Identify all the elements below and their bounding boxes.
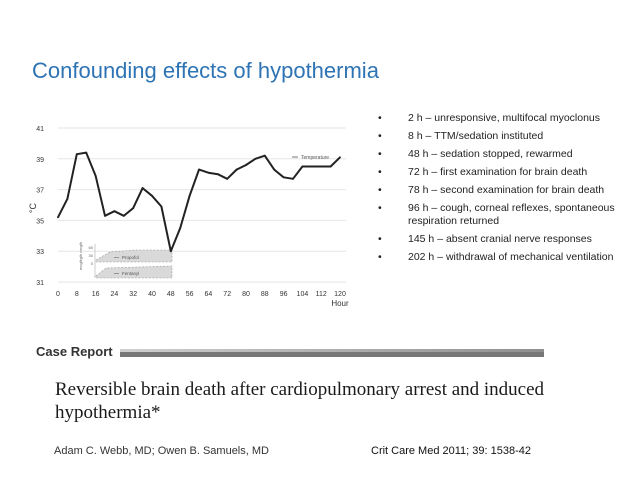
temperature-point [75, 153, 78, 156]
y-tick-label: 35 [36, 218, 44, 225]
y-tick-label: 33 [36, 249, 44, 256]
inset-series-label: Fentanyl [122, 271, 139, 276]
x-tick-label: 0 [56, 291, 60, 298]
bullet-icon: • [378, 166, 382, 178]
header-rule-shade [120, 349, 544, 352]
temperature-point [254, 157, 257, 160]
y-tick-label: 31 [36, 280, 44, 287]
temperature-point [207, 171, 210, 174]
temperature-point [320, 165, 323, 168]
temperature-point [160, 205, 163, 208]
x-axis-label: Hour [331, 299, 349, 308]
timeline-item: • 48 h – sedation stopped, rewarmed [378, 148, 633, 161]
bullet-icon: • [378, 184, 382, 196]
temperature-point [188, 194, 191, 197]
slide-title: Confounding effects of hypothermia [32, 58, 379, 83]
paper-title: Reversible brain death after cardiopulmo… [55, 379, 545, 423]
temperature-point [57, 216, 59, 219]
y-tick-label: 41 [36, 126, 44, 133]
x-tick-label: 120 [334, 291, 346, 298]
temperature-point [226, 177, 229, 180]
inset-tick-label: 60 [89, 245, 94, 250]
x-tick-label: 40 [148, 291, 156, 298]
temperature-point [85, 151, 88, 154]
temperature-point [141, 187, 144, 189]
temperature-point [113, 210, 116, 213]
temperature-point [273, 168, 276, 171]
temperature-point [94, 174, 97, 177]
x-tick-label: 96 [280, 291, 288, 298]
x-tick-label: 112 [316, 291, 327, 298]
temperature-point [132, 207, 135, 209]
x-tick-label: 64 [205, 291, 213, 298]
temperature-point [339, 156, 341, 159]
temperature-point [122, 214, 125, 217]
timeline-text: 8 h – TTM/sedation instituted [408, 130, 544, 142]
timeline-text: 96 h – cough, corneal reflexes, spontane… [408, 202, 615, 227]
temperature-point [310, 165, 313, 168]
timeline-text: 72 h – first examination for brain death [408, 166, 588, 178]
timeline-item: • 8 h – TTM/sedation instituted [378, 130, 633, 143]
fentanyl-band [95, 265, 173, 279]
temperature-point [282, 176, 285, 179]
timeline-item: • 72 h – first examination for brain deat… [378, 166, 633, 179]
bullet-icon: • [378, 233, 382, 245]
bullet-icon: • [378, 202, 382, 214]
timeline-item: • 78 h – second examination for brain dea… [378, 184, 633, 197]
x-tick-label: 80 [242, 291, 250, 298]
timeline-text: 2 h – unresponsive, multifocal myoclonus [408, 112, 601, 124]
temperature-point [179, 227, 182, 230]
temperature-point [198, 168, 200, 171]
temperature-point [151, 194, 153, 197]
inset-axis-label: mcg/kg/h mcg/h [78, 242, 83, 270]
timeline-item: • 2 h – unresponsive, multifocal myoclonu… [378, 112, 633, 125]
timeline-text: 145 h – absent cranial nerve responses [408, 233, 592, 245]
temperature-point [235, 168, 238, 171]
temperature-point [292, 177, 294, 180]
x-tick-label: 8 [75, 291, 79, 298]
bullet-icon: • [378, 130, 382, 142]
y-axis-label: °C [28, 202, 38, 213]
x-tick-label: 32 [129, 291, 137, 298]
temperature-point [245, 164, 247, 166]
paper-authors: Adam C. Webb, MD; Owen B. Samuels, MD [54, 445, 269, 457]
timeline-text: 202 h – withdrawal of mechanical ventila… [408, 251, 614, 263]
legend-label: Temperature [301, 155, 329, 161]
inset-series-label: Propofol [122, 255, 139, 260]
inset-tick-label: 30 [89, 253, 94, 258]
timeline-item: • 202 h – withdrawal of mechanical ventil… [378, 251, 633, 264]
x-tick-label: 88 [261, 291, 269, 298]
timeline-item: • 96 h – cough, corneal reflexes, spontan… [378, 202, 633, 228]
temperature-line [57, 151, 341, 253]
temperature-point [104, 214, 106, 217]
temperature-point [169, 250, 172, 253]
y-tick-label: 37 [36, 188, 44, 195]
header-rule [120, 352, 544, 357]
x-tick-label: 56 [186, 291, 194, 298]
temperature-point [263, 154, 266, 157]
timeline-list: • 2 h – unresponsive, multifocal myoclonu… [378, 112, 633, 269]
x-tick-label: 72 [223, 291, 231, 298]
x-tick-label: 48 [167, 291, 175, 298]
timeline-text: 78 h – second examination for brain deat… [408, 184, 605, 196]
bullet-icon: • [378, 148, 382, 160]
temperature-chart: °C Hour mcg/kg/h mcg/h 60 30 0 Propofol Fenta… [28, 126, 349, 308]
timeline-text: 48 h – sedation stopped, rewarmed [408, 148, 573, 160]
bullet-icon: • [378, 112, 382, 124]
temperature-point [66, 197, 69, 200]
bullet-icon: • [378, 251, 382, 263]
temperature-point [216, 173, 219, 176]
y-tick-label: 39 [36, 157, 44, 164]
temperature-point [329, 165, 332, 168]
timeline-item: • 145 h – absent cranial nerve responses [378, 233, 633, 246]
x-tick-label: 16 [92, 291, 100, 298]
inset-tick-label: 0 [91, 261, 94, 266]
case-report-label: Case Report [36, 344, 113, 359]
x-tick-label: 104 [297, 291, 309, 298]
temperature-point [301, 165, 304, 168]
x-tick-label: 24 [111, 291, 119, 298]
paper-citation: Crit Care Med 2011; 39: 1538-42 [371, 445, 531, 457]
